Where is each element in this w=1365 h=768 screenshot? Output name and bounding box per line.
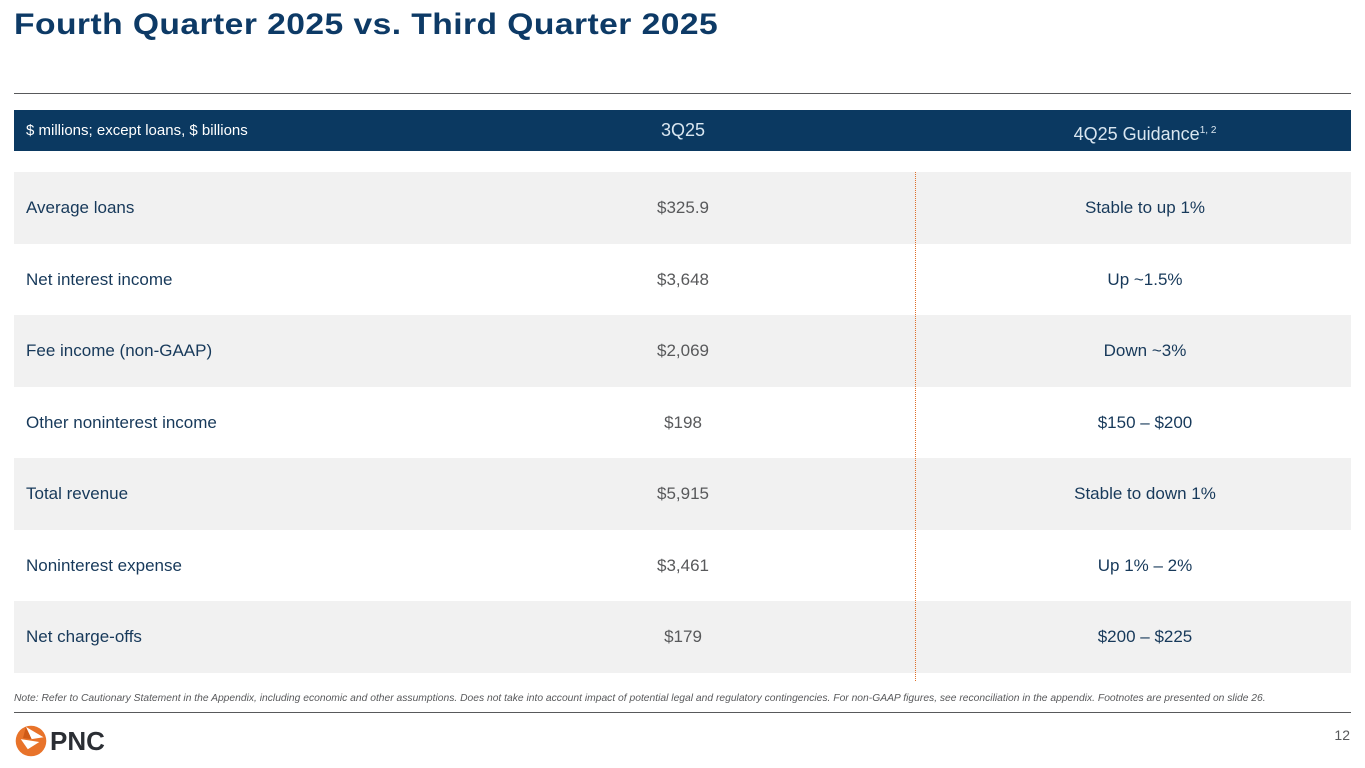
svg-text:PNC: PNC xyxy=(50,726,105,756)
